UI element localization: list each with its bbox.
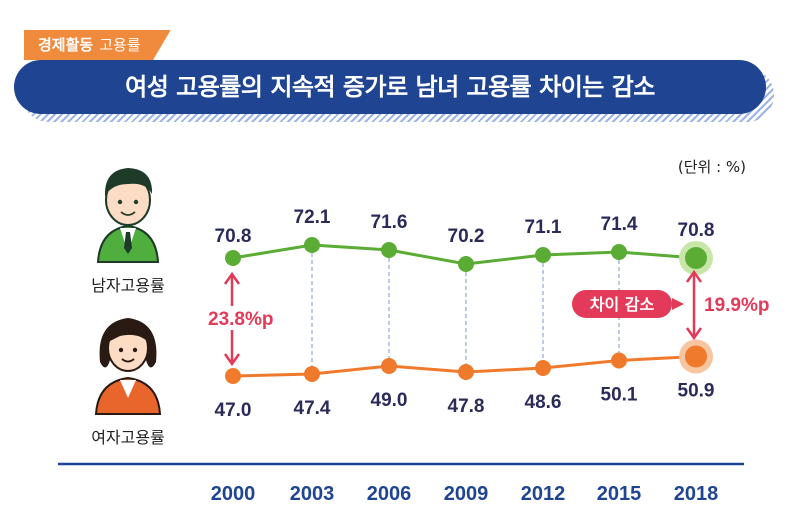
female-label: 여자고용률 (91, 428, 165, 447)
x-tick-2000: 2000 (211, 483, 256, 505)
value-label-female-2000: 47.0 (215, 400, 252, 421)
point-female-2006 (381, 358, 397, 374)
page-title: 여성 고용률의 지속적 증가로 남녀 고용률 차이는 감소 (125, 73, 655, 101)
value-labels: 70.8 72.1 71.6 70.2 71.1 71.4 70.8 47.0 47.4 49.0… (215, 207, 715, 421)
point-female-2003 (304, 366, 320, 382)
female-avatar-icon (94, 318, 162, 415)
category-sub-label: 고용률 (99, 36, 141, 54)
point-female-2009 (458, 364, 474, 380)
value-label-female-2015: 50.1 (601, 385, 638, 406)
point-male-2015 (611, 244, 627, 260)
point-female-2000 (225, 368, 241, 384)
value-label-male-2000: 70.8 (215, 226, 252, 247)
point-male-2018 (685, 247, 707, 269)
category-label: 경제활동 (38, 36, 94, 54)
gap-label-2018: 19.9%p (704, 295, 769, 316)
point-male-2003 (304, 237, 320, 253)
point-male-2000 (225, 250, 241, 266)
gap-arrow-2018 (685, 269, 703, 341)
x-axis-ticks: 2000 2003 2006 2009 2012 2015 2018 (211, 483, 719, 505)
x-tick-2015: 2015 (597, 483, 642, 505)
title-banner: 여성 고용률의 지속적 증가로 남녀 고용률 차이는 감소 (14, 60, 766, 114)
point-male-2006 (381, 242, 397, 258)
male-label: 남자고용률 (91, 276, 165, 295)
gap-badge: 차이 감소 (572, 290, 684, 318)
data-points (225, 237, 713, 384)
value-label-female-2009: 47.8 (448, 396, 485, 417)
value-label-male-2009: 70.2 (448, 226, 485, 247)
x-tick-2006: 2006 (367, 483, 412, 505)
male-avatar-icon (96, 168, 160, 263)
point-female-2015 (611, 352, 627, 369)
x-tick-2012: 2012 (521, 483, 566, 505)
value-label-female-2006: 49.0 (371, 390, 408, 411)
value-label-female-2003: 47.4 (294, 398, 331, 419)
value-label-male-2015: 71.4 (601, 214, 638, 235)
value-label-male-2018: 70.8 (678, 220, 715, 241)
value-label-female-2012: 48.6 (525, 392, 562, 413)
value-label-male-2012: 71.1 (525, 217, 562, 238)
gap-badge-label: 차이 감소 (590, 295, 655, 314)
gap-label-2000: 23.8%p (208, 309, 273, 330)
point-female-2018 (685, 345, 707, 368)
x-tick-2018: 2018 (674, 483, 719, 505)
point-female-2012 (535, 360, 551, 376)
vertical-guide-lines (311, 253, 620, 366)
value-label-female-2018: 50.9 (678, 381, 715, 402)
point-male-2012 (535, 247, 551, 263)
point-male-2009 (458, 256, 474, 272)
value-label-male-2003: 72.1 (294, 207, 331, 228)
unit-note: (단위 : %) (677, 158, 746, 176)
gap-arrow-2000 (208, 271, 304, 367)
x-tick-2003: 2003 (290, 483, 335, 505)
value-label-male-2006: 71.6 (371, 212, 408, 233)
x-tick-2009: 2009 (444, 483, 489, 505)
category-tag: 경제활동 고용률 (24, 30, 171, 60)
